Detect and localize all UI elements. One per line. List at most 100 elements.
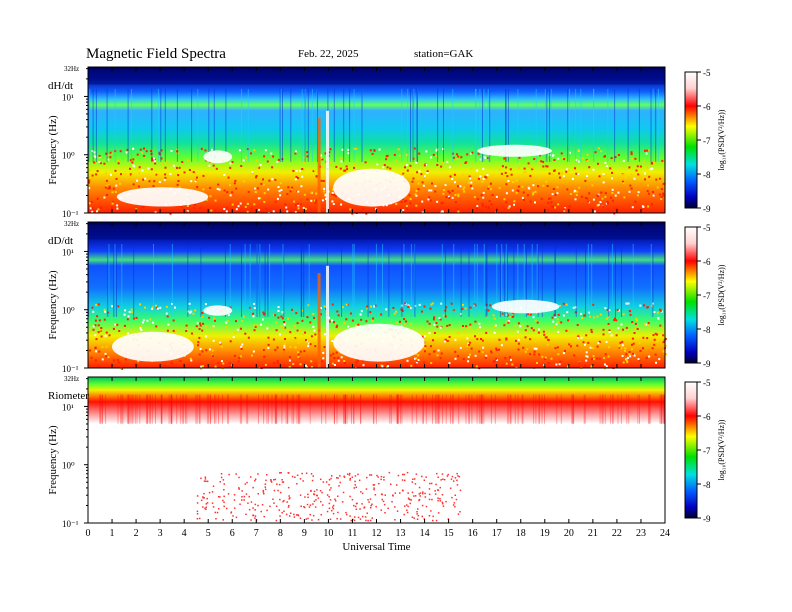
- spectral-speckle: [320, 514, 322, 516]
- spectral-speckle: [553, 159, 556, 161]
- spectral-speckle: [282, 348, 285, 351]
- colorbar-tick-label: -5: [703, 223, 711, 233]
- spectral-speckle: [350, 519, 352, 522]
- spectral-speckle: [254, 325, 257, 328]
- spectral-streak: [114, 243, 116, 317]
- spectral-streak: [279, 88, 281, 162]
- spectral-speckle: [490, 203, 493, 206]
- spectral-speckle: [311, 519, 313, 521]
- spectral-streak: [344, 394, 346, 424]
- spectral-streak: [435, 394, 437, 424]
- spectral-speckle: [604, 363, 606, 366]
- spectral-speckle: [235, 516, 238, 519]
- spectral-streak: [161, 394, 163, 424]
- spectral-speckle: [307, 496, 309, 499]
- spectral-streak: [573, 394, 575, 424]
- spectral-speckle: [219, 481, 221, 483]
- y-tick-label: 10⁰: [62, 306, 75, 316]
- spectral-speckle: [418, 486, 421, 489]
- spectral-speckle: [487, 187, 490, 190]
- spectral-speckle: [267, 347, 270, 349]
- spectral-streak: [344, 394, 346, 424]
- spectral-speckle: [261, 504, 264, 506]
- spectral-speckle: [335, 351, 338, 354]
- spectral-speckle: [536, 362, 538, 364]
- spectral-speckle: [319, 307, 322, 309]
- spectral-speckle: [220, 473, 223, 475]
- spectral-speckle: [142, 205, 145, 208]
- spectral-speckle: [170, 210, 173, 213]
- spectral-speckle: [557, 353, 560, 356]
- spectral-speckle: [263, 493, 265, 495]
- spectral-speckle: [505, 192, 508, 195]
- spectral-speckle: [411, 174, 414, 177]
- spectral-speckle: [96, 197, 99, 200]
- spectral-speckle: [146, 319, 149, 322]
- spectral-streak: [170, 394, 172, 424]
- spectral-speckle: [468, 341, 471, 344]
- spectral-speckle: [607, 322, 610, 325]
- spectral-streak: [196, 394, 198, 424]
- spectral-speckle: [349, 208, 352, 211]
- spectral-speckle: [437, 209, 440, 212]
- spectral-speckle: [404, 166, 406, 169]
- spectral-speckle: [345, 303, 348, 306]
- spectral-speckle: [365, 212, 368, 215]
- spectral-streak: [535, 88, 537, 162]
- spectral-speckle: [299, 494, 302, 496]
- spectral-speckle: [103, 308, 106, 311]
- spectral-speckle: [469, 184, 472, 187]
- spectral-speckle: [324, 194, 327, 197]
- spectral-speckle: [234, 179, 237, 182]
- spectral-speckle: [244, 483, 247, 485]
- spectral-streak: [215, 394, 217, 424]
- spectral-speckle: [486, 174, 489, 176]
- x-tick-label: 18: [516, 528, 526, 539]
- spectral-speckle: [463, 186, 466, 189]
- spectral-speckle: [437, 489, 439, 491]
- spectral-streak: [602, 394, 604, 424]
- spectral-streak: [171, 243, 173, 317]
- spectral-streak: [291, 394, 293, 424]
- spectral-speckle: [398, 154, 401, 157]
- spectral-speckle: [523, 198, 525, 201]
- spectral-speckle: [506, 175, 509, 178]
- spectral-speckle: [628, 190, 631, 193]
- spectral-speckle: [563, 208, 566, 211]
- spectral-streak: [298, 394, 300, 424]
- spectral-speckle: [617, 191, 620, 194]
- spectral-speckle: [331, 303, 334, 306]
- spectral-speckle: [403, 200, 406, 203]
- spectral-streak: [483, 88, 485, 162]
- spectral-speckle: [411, 516, 414, 518]
- spectral-streak: [282, 243, 284, 317]
- spectral-speckle: [380, 509, 382, 511]
- spectral-streak: [423, 394, 424, 424]
- spectral-speckle: [608, 331, 611, 333]
- spectral-speckle: [315, 199, 318, 202]
- spectral-speckle: [303, 156, 306, 159]
- spectral-speckle: [606, 309, 609, 311]
- spectral-speckle: [186, 211, 189, 214]
- spectral-speckle: [505, 201, 508, 204]
- spectral-speckle: [529, 313, 532, 316]
- spectral-speckle: [459, 346, 462, 349]
- saturation-region: [111, 331, 194, 362]
- spectral-speckle: [489, 182, 492, 185]
- spectral-speckle: [647, 205, 650, 208]
- spectral-speckle: [476, 338, 479, 341]
- spectral-speckle: [566, 168, 569, 171]
- spectral-speckle: [504, 171, 507, 174]
- spectral-speckle: [448, 336, 451, 338]
- spectral-streak: [506, 243, 508, 317]
- spectral-speckle: [129, 173, 132, 176]
- spectral-speckle: [111, 202, 114, 205]
- spectral-speckle: [190, 310, 193, 313]
- spectral-speckle: [559, 176, 561, 179]
- spectral-speckle: [247, 336, 250, 339]
- spectral-speckle: [391, 501, 393, 503]
- spectral-speckle: [437, 476, 439, 478]
- spectral-speckle: [132, 164, 135, 167]
- spectral-speckle: [254, 503, 257, 506]
- spectral-speckle: [517, 342, 520, 345]
